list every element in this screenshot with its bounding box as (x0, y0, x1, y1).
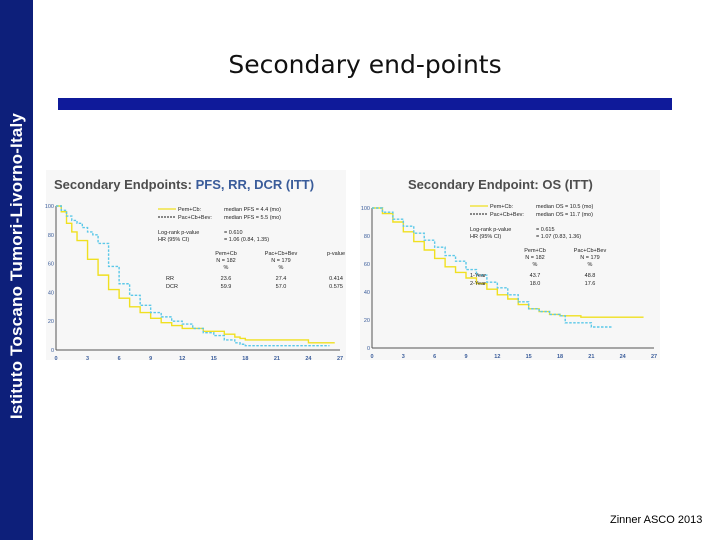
pfs-km-chart: 0 3 6 9 12 15 18 21 24 27 100 80 60 40 20 0 Pem+Cb: media… (45, 204, 345, 362)
pfs-x-tick-label: 24 (305, 356, 312, 362)
pfs-series-line-pac-cb-bev (56, 205, 330, 347)
os-stat-label: HR (95% CI) (470, 234, 501, 240)
pfs-x-tick-label: 27 (337, 356, 343, 362)
os-x-tick-label: 15 (526, 354, 532, 360)
pfs-table-cell: 0.414 (329, 276, 343, 282)
pfs-x-tick-label: 3 (86, 356, 89, 362)
os-table-header: N = 179 (580, 255, 599, 261)
pfs-x-tick-label: 15 (211, 356, 217, 362)
pfs-table-row-label: RR (166, 276, 174, 282)
pfs-x-tick-label: 18 (242, 356, 248, 362)
os-x-tick-label: 12 (494, 354, 500, 360)
os-chart-panel: Secondary Endpoint: OS (ITT) 0 3 6 9 12 15 18 2… (360, 170, 660, 360)
os-x-tick-label: 27 (651, 354, 657, 360)
os-x-tick-label: 24 (620, 354, 627, 360)
pfs-table-header: Pac+Cb+Bev (265, 251, 298, 257)
os-table-header: Pem+Cb (524, 248, 546, 254)
os-x-tick-label: 0 (370, 354, 373, 360)
pfs-x-tick-label: 9 (149, 356, 152, 362)
os-stat-value: = 0.615 (536, 227, 555, 233)
pfs-table-header: % (224, 265, 229, 271)
pfs-series-line-pem-cb (56, 205, 335, 344)
os-y-tick-label: 20 (364, 318, 370, 324)
os-legend-name: Pem+Cb: (490, 204, 514, 210)
pfs-chart-title: Secondary Endpoints: PFS, RR, DCR (ITT) (54, 177, 314, 192)
os-table-header: Pac+Cb+Bev (574, 248, 607, 254)
pfs-table-row-label: DCR (166, 284, 178, 290)
os-table-row-label: 1-Year (470, 273, 486, 279)
sidebar: Istituto Toscano Tumori-Livorno-Italy (0, 0, 33, 540)
os-chart-title-prefix: Secondary Endpoint: OS (ITT) (408, 177, 593, 192)
pfs-x-tick-label: 12 (179, 356, 185, 362)
pfs-legend-stat: median PFS = 5.5 (mo) (224, 215, 281, 221)
pfs-table-cell: 59.9 (221, 284, 232, 290)
pfs-table-cell: 23.6 (221, 276, 232, 282)
os-series-line-pac-cb-bev (372, 207, 613, 328)
pfs-table-header: N = 179 (271, 258, 290, 264)
os-chart-title: Secondary Endpoint: OS (ITT) (408, 177, 593, 192)
os-y-tick-label: 0 (367, 346, 370, 352)
os-x-tick-label: 9 (464, 354, 467, 360)
os-y-tick-label: 80 (364, 234, 370, 240)
pfs-x-tick-label: 6 (118, 356, 121, 362)
os-legend-name: Pac+Cb+Bev: (490, 212, 524, 218)
pfs-table-cell: 57.0 (276, 284, 287, 290)
pfs-legend-stat: median PFS = 4.4 (mo) (224, 207, 281, 213)
pfs-stat-value: = 1.06 (0.84, 1.35) (224, 237, 269, 243)
pfs-chart-title-accent: PFS, RR, DCR (ITT) (195, 177, 315, 192)
pfs-table-header: Pem+Cb (215, 251, 237, 257)
pfs-table-header: % (279, 265, 284, 271)
pfs-chart-title-prefix: Secondary Endpoints: (54, 177, 192, 192)
os-table-header: % (533, 262, 538, 268)
pfs-stat-label: Log-rank p-value (158, 230, 199, 236)
pfs-y-tick-label: 0 (51, 348, 54, 354)
pfs-x-tick-label: 0 (54, 356, 57, 362)
pfs-y-tick-label: 40 (48, 290, 54, 296)
title-underline-bar (58, 98, 672, 110)
pfs-legend-name: Pem+Cb: (178, 207, 202, 213)
os-x-tick-label: 21 (588, 354, 594, 360)
slide-title: Secondary end-points (228, 50, 502, 79)
os-series-line-pem-cb (372, 207, 644, 318)
os-y-tick-label: 40 (364, 290, 370, 296)
pfs-table-cell: 0.575 (329, 284, 343, 290)
pfs-y-tick-label: 100 (45, 204, 54, 210)
os-table-cell: 43.7 (530, 273, 541, 279)
os-y-tick-label: 100 (361, 206, 370, 212)
pfs-table-cell: 27.4 (276, 276, 287, 282)
pfs-x-tick-label: 21 (274, 356, 280, 362)
pfs-legend-name: Pac+Cb+Bev: (178, 215, 212, 221)
sidebar-institution-text: Istituto Toscano Tumori-Livorno-Italy (7, 112, 26, 420)
os-table-row-label: 2-Year (470, 281, 486, 287)
os-x-tick-label: 3 (402, 354, 405, 360)
pfs-table-header: p-value (327, 251, 345, 257)
os-y-tick-label: 60 (364, 262, 370, 268)
os-table-cell: 48.8 (585, 273, 596, 279)
os-legend-stat: median OS = 11.7 (mo) (536, 212, 593, 218)
citation: Zinner ASCO 2013 (610, 514, 703, 526)
os-table-header: N = 182 (525, 255, 544, 261)
pfs-y-tick-label: 80 (48, 233, 54, 239)
os-km-chart: 0 3 6 9 12 15 18 21 24 27 100 80 60 40 20 0 Pem+Cb: media… (361, 204, 657, 360)
os-x-tick-label: 18 (557, 354, 563, 360)
pfs-y-tick-label: 20 (48, 319, 54, 325)
pfs-table-header: N = 182 (216, 258, 235, 264)
os-stat-label: Log-rank p-value (470, 227, 511, 233)
os-table-cell: 18.0 (530, 281, 541, 287)
pfs-y-tick-label: 60 (48, 262, 54, 268)
os-x-tick-label: 6 (433, 354, 436, 360)
os-legend-stat: median OS = 10.5 (mo) (536, 204, 593, 210)
pfs-chart-panel: Secondary Endpoints: PFS, RR, DCR (ITT) … (45, 170, 346, 362)
os-table-cell: 17.6 (585, 281, 596, 287)
pfs-stat-label: HR (95% CI) (158, 237, 189, 243)
os-stat-value: = 1.07 (0.83, 1.36) (536, 234, 581, 240)
pfs-stat-value: = 0.610 (224, 230, 243, 236)
os-table-header: % (588, 262, 593, 268)
